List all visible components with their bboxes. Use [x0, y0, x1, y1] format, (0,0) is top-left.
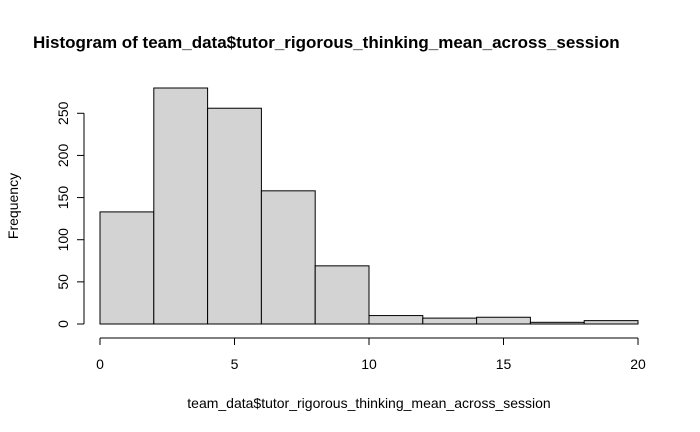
chart-title: Histogram of team_data$tutor_rigorous_th… — [33, 33, 620, 52]
x-tick-label: 10 — [361, 356, 377, 372]
y-tick-label: 50 — [55, 274, 71, 290]
histogram-bar — [260, 190, 316, 325]
y-tick-label: 0 — [55, 320, 71, 328]
histogram-bar — [153, 87, 209, 325]
histogram-bar — [99, 211, 155, 325]
histogram-bar — [583, 320, 639, 325]
x-axis-label: team_data$tutor_rigorous_thinking_mean_a… — [187, 395, 550, 411]
y-tick-label: 150 — [55, 186, 71, 210]
histogram-bar — [422, 317, 478, 325]
x-tick-label: 15 — [496, 356, 512, 372]
y-axis-label: Frequency — [5, 173, 21, 239]
histogram-bar — [207, 107, 262, 325]
x-axis: 0 5 10 15 20 — [96, 337, 646, 372]
histogram-bar — [476, 316, 531, 325]
y-tick-label: 100 — [55, 228, 71, 252]
histogram-bar — [314, 265, 370, 325]
y-tick-label: 250 — [55, 101, 71, 125]
histogram-bar — [368, 315, 424, 325]
histogram-bar — [529, 321, 585, 325]
y-axis: 0 50 100 150 200 250 — [55, 101, 85, 328]
y-tick-label: 200 — [55, 144, 71, 168]
x-tick-label: 0 — [96, 356, 104, 372]
histogram-bars — [99, 87, 639, 325]
x-tick-label: 5 — [231, 356, 239, 372]
x-tick-label: 20 — [630, 356, 646, 372]
